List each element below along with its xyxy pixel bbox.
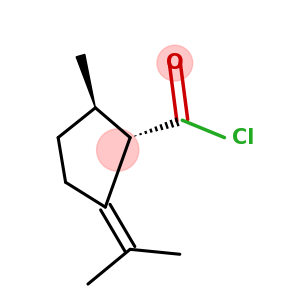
Polygon shape [76, 54, 95, 108]
Text: O: O [166, 53, 184, 73]
Circle shape [97, 129, 139, 171]
Text: Cl: Cl [232, 128, 254, 148]
Circle shape [157, 45, 193, 81]
